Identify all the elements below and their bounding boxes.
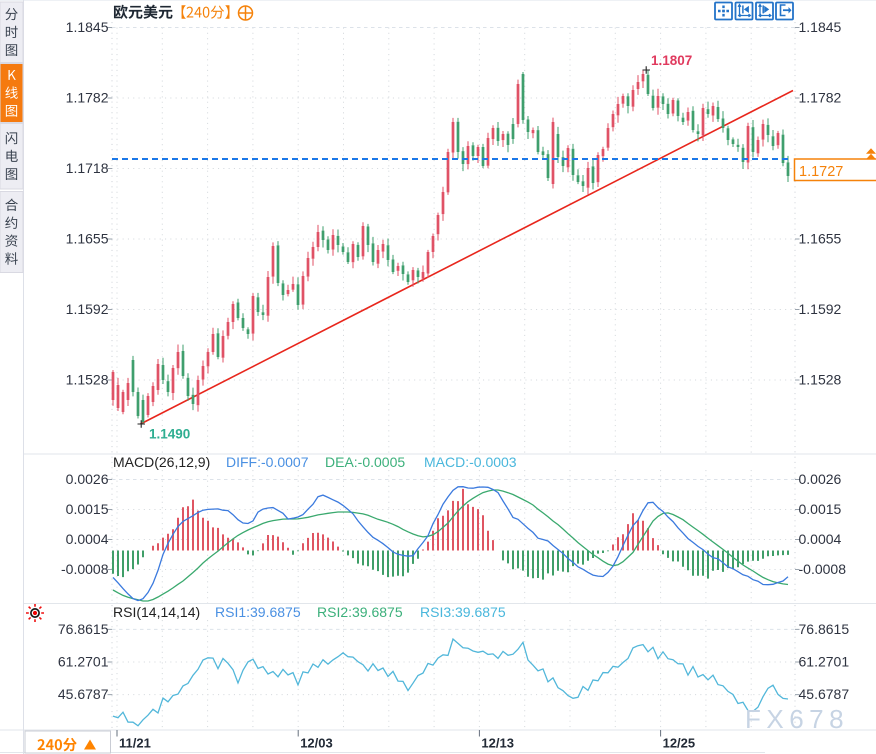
svg-text:61.2701: 61.2701 (799, 654, 850, 670)
svg-text:1.1592: 1.1592 (66, 301, 109, 317)
svg-text:1.1528: 1.1528 (66, 372, 109, 388)
svg-text:45.6787: 45.6787 (799, 686, 850, 702)
svg-text:RSI3:39.6875: RSI3:39.6875 (420, 604, 506, 620)
svg-text:0.0015: 0.0015 (66, 501, 109, 517)
svg-text:DEA:-0.0005: DEA:-0.0005 (325, 454, 405, 470)
svg-text:0.0004: 0.0004 (799, 531, 842, 547)
svg-text:1.1782: 1.1782 (799, 90, 842, 106)
svg-text:1.1655: 1.1655 (66, 231, 109, 247)
svg-text:RSI(14,14,14): RSI(14,14,14) (113, 604, 200, 620)
svg-text:1.1845: 1.1845 (66, 19, 109, 35)
svg-text:0.0026: 0.0026 (66, 471, 109, 487)
svg-text:1.1528: 1.1528 (799, 372, 842, 388)
svg-text:11/21: 11/21 (119, 736, 151, 751)
svg-text:1.1782: 1.1782 (66, 90, 109, 106)
svg-text:61.2701: 61.2701 (58, 654, 109, 670)
svg-text:76.8615: 76.8615 (58, 621, 109, 637)
svg-text:DIFF:-0.0007: DIFF:-0.0007 (226, 454, 309, 470)
svg-text:1.1592: 1.1592 (799, 301, 842, 317)
svg-text:-0.0008: -0.0008 (61, 561, 109, 577)
svg-text:45.6787: 45.6787 (58, 686, 109, 702)
svg-text:1.1490: 1.1490 (149, 427, 190, 442)
svg-text:RSI2:39.6875: RSI2:39.6875 (317, 604, 403, 620)
svg-text:12/25: 12/25 (663, 736, 696, 751)
svg-text:RSI1:39.6875: RSI1:39.6875 (215, 604, 301, 620)
svg-text:FX678: FX678 (745, 704, 849, 734)
svg-text:0.0015: 0.0015 (799, 501, 842, 517)
svg-text:0.0004: 0.0004 (66, 531, 109, 547)
svg-text:1.1655: 1.1655 (799, 231, 842, 247)
svg-text:1.1727: 1.1727 (799, 164, 843, 180)
svg-text:12/03: 12/03 (300, 736, 333, 751)
svg-text:1.1845: 1.1845 (799, 19, 842, 35)
svg-text:1.1718: 1.1718 (66, 160, 109, 176)
svg-text:-0.0008: -0.0008 (799, 561, 847, 577)
svg-text:12/13: 12/13 (481, 736, 514, 751)
svg-text:1.1807: 1.1807 (651, 53, 692, 68)
svg-text:MACD:-0.0003: MACD:-0.0003 (424, 454, 517, 470)
svg-text:76.8615: 76.8615 (799, 621, 850, 637)
svg-text:0.0026: 0.0026 (799, 471, 842, 487)
svg-text:MACD(26,12,9): MACD(26,12,9) (113, 454, 210, 470)
